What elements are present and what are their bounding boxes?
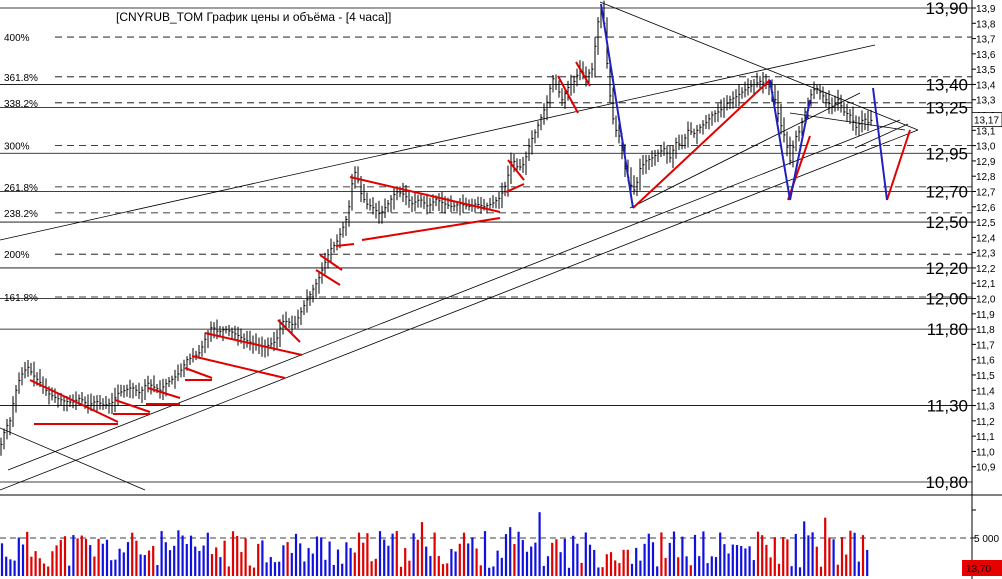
price-bars [0, 0, 873, 456]
red-pattern-line [191, 355, 286, 379]
red-pattern-line [29, 379, 119, 423]
fibonacci-label: 400% [4, 33, 30, 44]
level-label: 12,00 [925, 290, 968, 309]
level-label: 13,25 [925, 98, 968, 117]
level-label: 11,30 [927, 397, 968, 416]
price-tick-label: 13,7 [976, 35, 996, 46]
trend-line [629, 92, 861, 209]
price-tick-label: 13,9 [976, 4, 996, 15]
level-label: 10,80 [925, 473, 968, 492]
price-tick-label: 12,7 [976, 187, 996, 198]
trend-line [7, 119, 901, 471]
fibonacci-label: 200% [4, 250, 30, 261]
volume-level-label: 5 000 [974, 534, 999, 545]
trend-line [0, 44, 876, 241]
chart-title: [CNYRUB_TOM График цены и объёма - [4 ча… [116, 10, 392, 24]
price-tick-label: 11,0 [976, 447, 995, 458]
red-pattern-line [277, 319, 301, 343]
trend-line [0, 427, 146, 491]
blue-wave-line [600, 3, 634, 209]
price-tick-label: 13,6 [976, 50, 996, 61]
price-tick-label: 11,8 [976, 325, 995, 336]
fibonacci-label: 361.8% [4, 73, 38, 84]
price-tick-label: 11,3 [976, 402, 995, 413]
level-label: 12,20 [925, 259, 968, 278]
level-label: 13,40 [925, 75, 968, 94]
level-label: 12,95 [925, 144, 968, 163]
volume-current-box [962, 560, 1002, 576]
level-label: 11,80 [927, 320, 968, 339]
price-tick-label: 12,8 [976, 172, 996, 183]
red-pattern-line [315, 269, 341, 286]
red-pattern-line [632, 79, 771, 209]
price-tick-label: 11,5 [976, 371, 995, 382]
blue-wave-line [769, 79, 791, 201]
red-pattern-line [886, 129, 911, 201]
price-tick-label: 12,1 [976, 279, 996, 290]
trend-line [0, 129, 919, 491]
price-tick-label: 10,9 [976, 463, 996, 474]
price-tick-label: 11,7 [976, 340, 995, 351]
price-tick-label: 11,6 [976, 356, 995, 367]
volume-panel: 5 000 13,70 [0, 509, 1002, 576]
red-pattern-line [319, 254, 343, 271]
current-price-label: 13,17 [974, 116, 999, 127]
price-tick-label: 12,2 [976, 264, 996, 275]
price-tick-label: 13,1 [976, 126, 996, 137]
red-pattern-line [575, 61, 591, 87]
price-tick-label: 11,4 [976, 386, 995, 397]
current-price-box [971, 112, 1002, 128]
red-pattern-line [147, 387, 181, 399]
price-tick-label: 12,0 [976, 295, 996, 306]
price-axis: 13,90 13,40 13,25 12,95 12,70 12,50 12,20 12,00… [925, 0, 1002, 492]
price-tick-label: 11,9 [976, 310, 995, 321]
volume-current-label: 13,70 [966, 564, 991, 575]
price-tick-label: 11,2 [976, 417, 995, 428]
price-tick-label: 12,9 [976, 157, 996, 168]
price-tick-label: 12,5 [976, 218, 996, 229]
trend-lines [0, 1, 919, 491]
price-tick-label: 13,8 [976, 19, 996, 30]
level-label: 12,50 [925, 213, 968, 232]
red-pattern-line [505, 183, 525, 193]
blue-wave-line [872, 87, 888, 201]
fibonacci-labels: 400% 361.8% 338.2% 300% 261.8% 238.2% 200% 161.… [4, 33, 38, 304]
red-pattern-line [184, 367, 213, 379]
red-pattern-line [557, 75, 579, 114]
red-pattern-line [204, 332, 303, 356]
fibonacci-label: 300% [4, 142, 30, 153]
level-label: 13,90 [925, 0, 968, 18]
red-pattern-line [507, 159, 525, 181]
red-pattern-line [349, 176, 501, 213]
price-tick-label: 12,3 [976, 249, 996, 260]
trend-line [854, 123, 909, 149]
red-pattern-line [361, 217, 501, 241]
price-tick-label: 13,5 [976, 65, 996, 76]
red-pattern-line [114, 399, 151, 413]
fibonacci-label: 238.2% [4, 209, 38, 220]
red-pattern-line [335, 243, 355, 247]
trend-line [599, 1, 919, 131]
price-tick-label: 11,1 [976, 432, 995, 443]
pattern-lines [29, 3, 911, 425]
fibonacci-label: 161.8% [4, 293, 38, 304]
price-tick-label: 13,3 [976, 96, 996, 107]
price-tick-label: 13,4 [976, 80, 996, 91]
fibonacci-label: 261.8% [4, 183, 38, 194]
price-tick-label: 13,0 [976, 142, 996, 153]
blue-wave-line [789, 99, 811, 201]
price-tick-label: 12,4 [976, 233, 996, 244]
fibonacci-label: 338.2% [4, 99, 38, 110]
level-label: 12,70 [925, 182, 968, 201]
price-tick-label: 12,6 [976, 203, 996, 214]
